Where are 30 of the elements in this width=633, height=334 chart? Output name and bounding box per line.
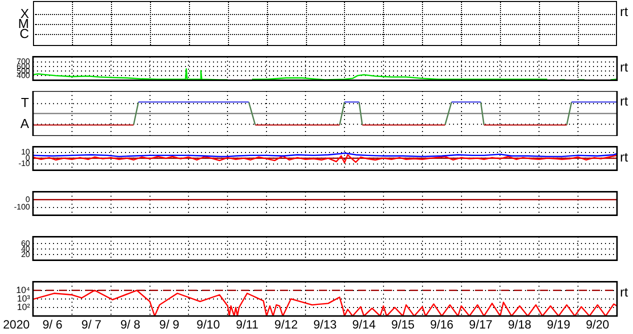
text: rt xyxy=(620,284,628,300)
y-tick-label: 10⁴ xyxy=(16,284,30,295)
x-tick-label: 9/13 xyxy=(313,318,337,332)
x-tick-label: 9/10 xyxy=(196,318,220,332)
x-tick-label: 9/ 8 xyxy=(120,318,141,332)
y-tick-label: 20 xyxy=(21,250,31,259)
x-tick-label: 9/11 xyxy=(236,318,259,332)
text: rt xyxy=(620,149,628,164)
text: rt xyxy=(620,59,628,74)
x-tick-label: 9/ 6 xyxy=(42,318,63,332)
y-tick-label: 0 xyxy=(26,194,31,204)
text: rt xyxy=(620,4,628,19)
y-tick-label: -10 xyxy=(18,159,31,168)
x-tick-label: 9/ 7 xyxy=(81,318,102,332)
text: rt xyxy=(620,94,628,109)
y-tick-label: 10² xyxy=(16,302,30,312)
x-tick-label: 9/17 xyxy=(469,318,493,332)
y-tick-label: 10³ xyxy=(16,293,30,304)
x-tick-label: 9/19 xyxy=(546,318,571,332)
x-tick-label: 9/12 xyxy=(274,318,298,332)
x-tick-label: 9/20 xyxy=(586,318,610,332)
x-axis-title: 2020 xyxy=(3,317,30,332)
x-tick-label: 9/18 xyxy=(508,318,532,332)
y-tick-label: -100 xyxy=(14,202,31,212)
x-tick-label: 9/15 xyxy=(391,318,415,332)
text: T xyxy=(21,95,30,110)
x-tick-label: 9/16 xyxy=(430,318,454,332)
x-tick-label: 9/ 9 xyxy=(159,318,180,332)
x-tick-label: 9/14 xyxy=(352,318,376,332)
text: A xyxy=(20,116,30,131)
